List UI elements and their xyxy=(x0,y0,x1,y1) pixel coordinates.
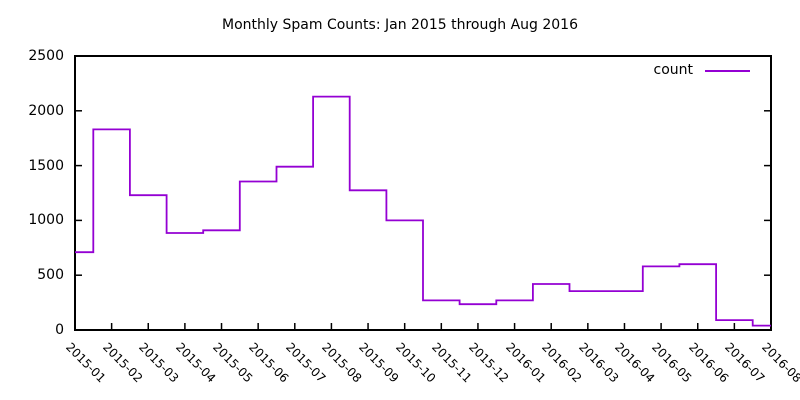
y-tick-label: 1000 xyxy=(28,212,64,229)
y-tick-label: 2500 xyxy=(28,48,64,64)
count-step-line xyxy=(75,95,771,327)
y-tick-label: 2000 xyxy=(28,102,64,119)
y-tick-label: 1500 xyxy=(28,157,64,174)
y-tick-label: 0 xyxy=(55,322,64,338)
y-tick-label: 500 xyxy=(37,267,64,284)
legend-label: count xyxy=(653,62,694,78)
plot-border xyxy=(74,55,772,331)
legend-line-sample xyxy=(705,70,750,72)
chart-title: Monthly Spam Counts: Jan 2015 through Au… xyxy=(222,17,578,33)
